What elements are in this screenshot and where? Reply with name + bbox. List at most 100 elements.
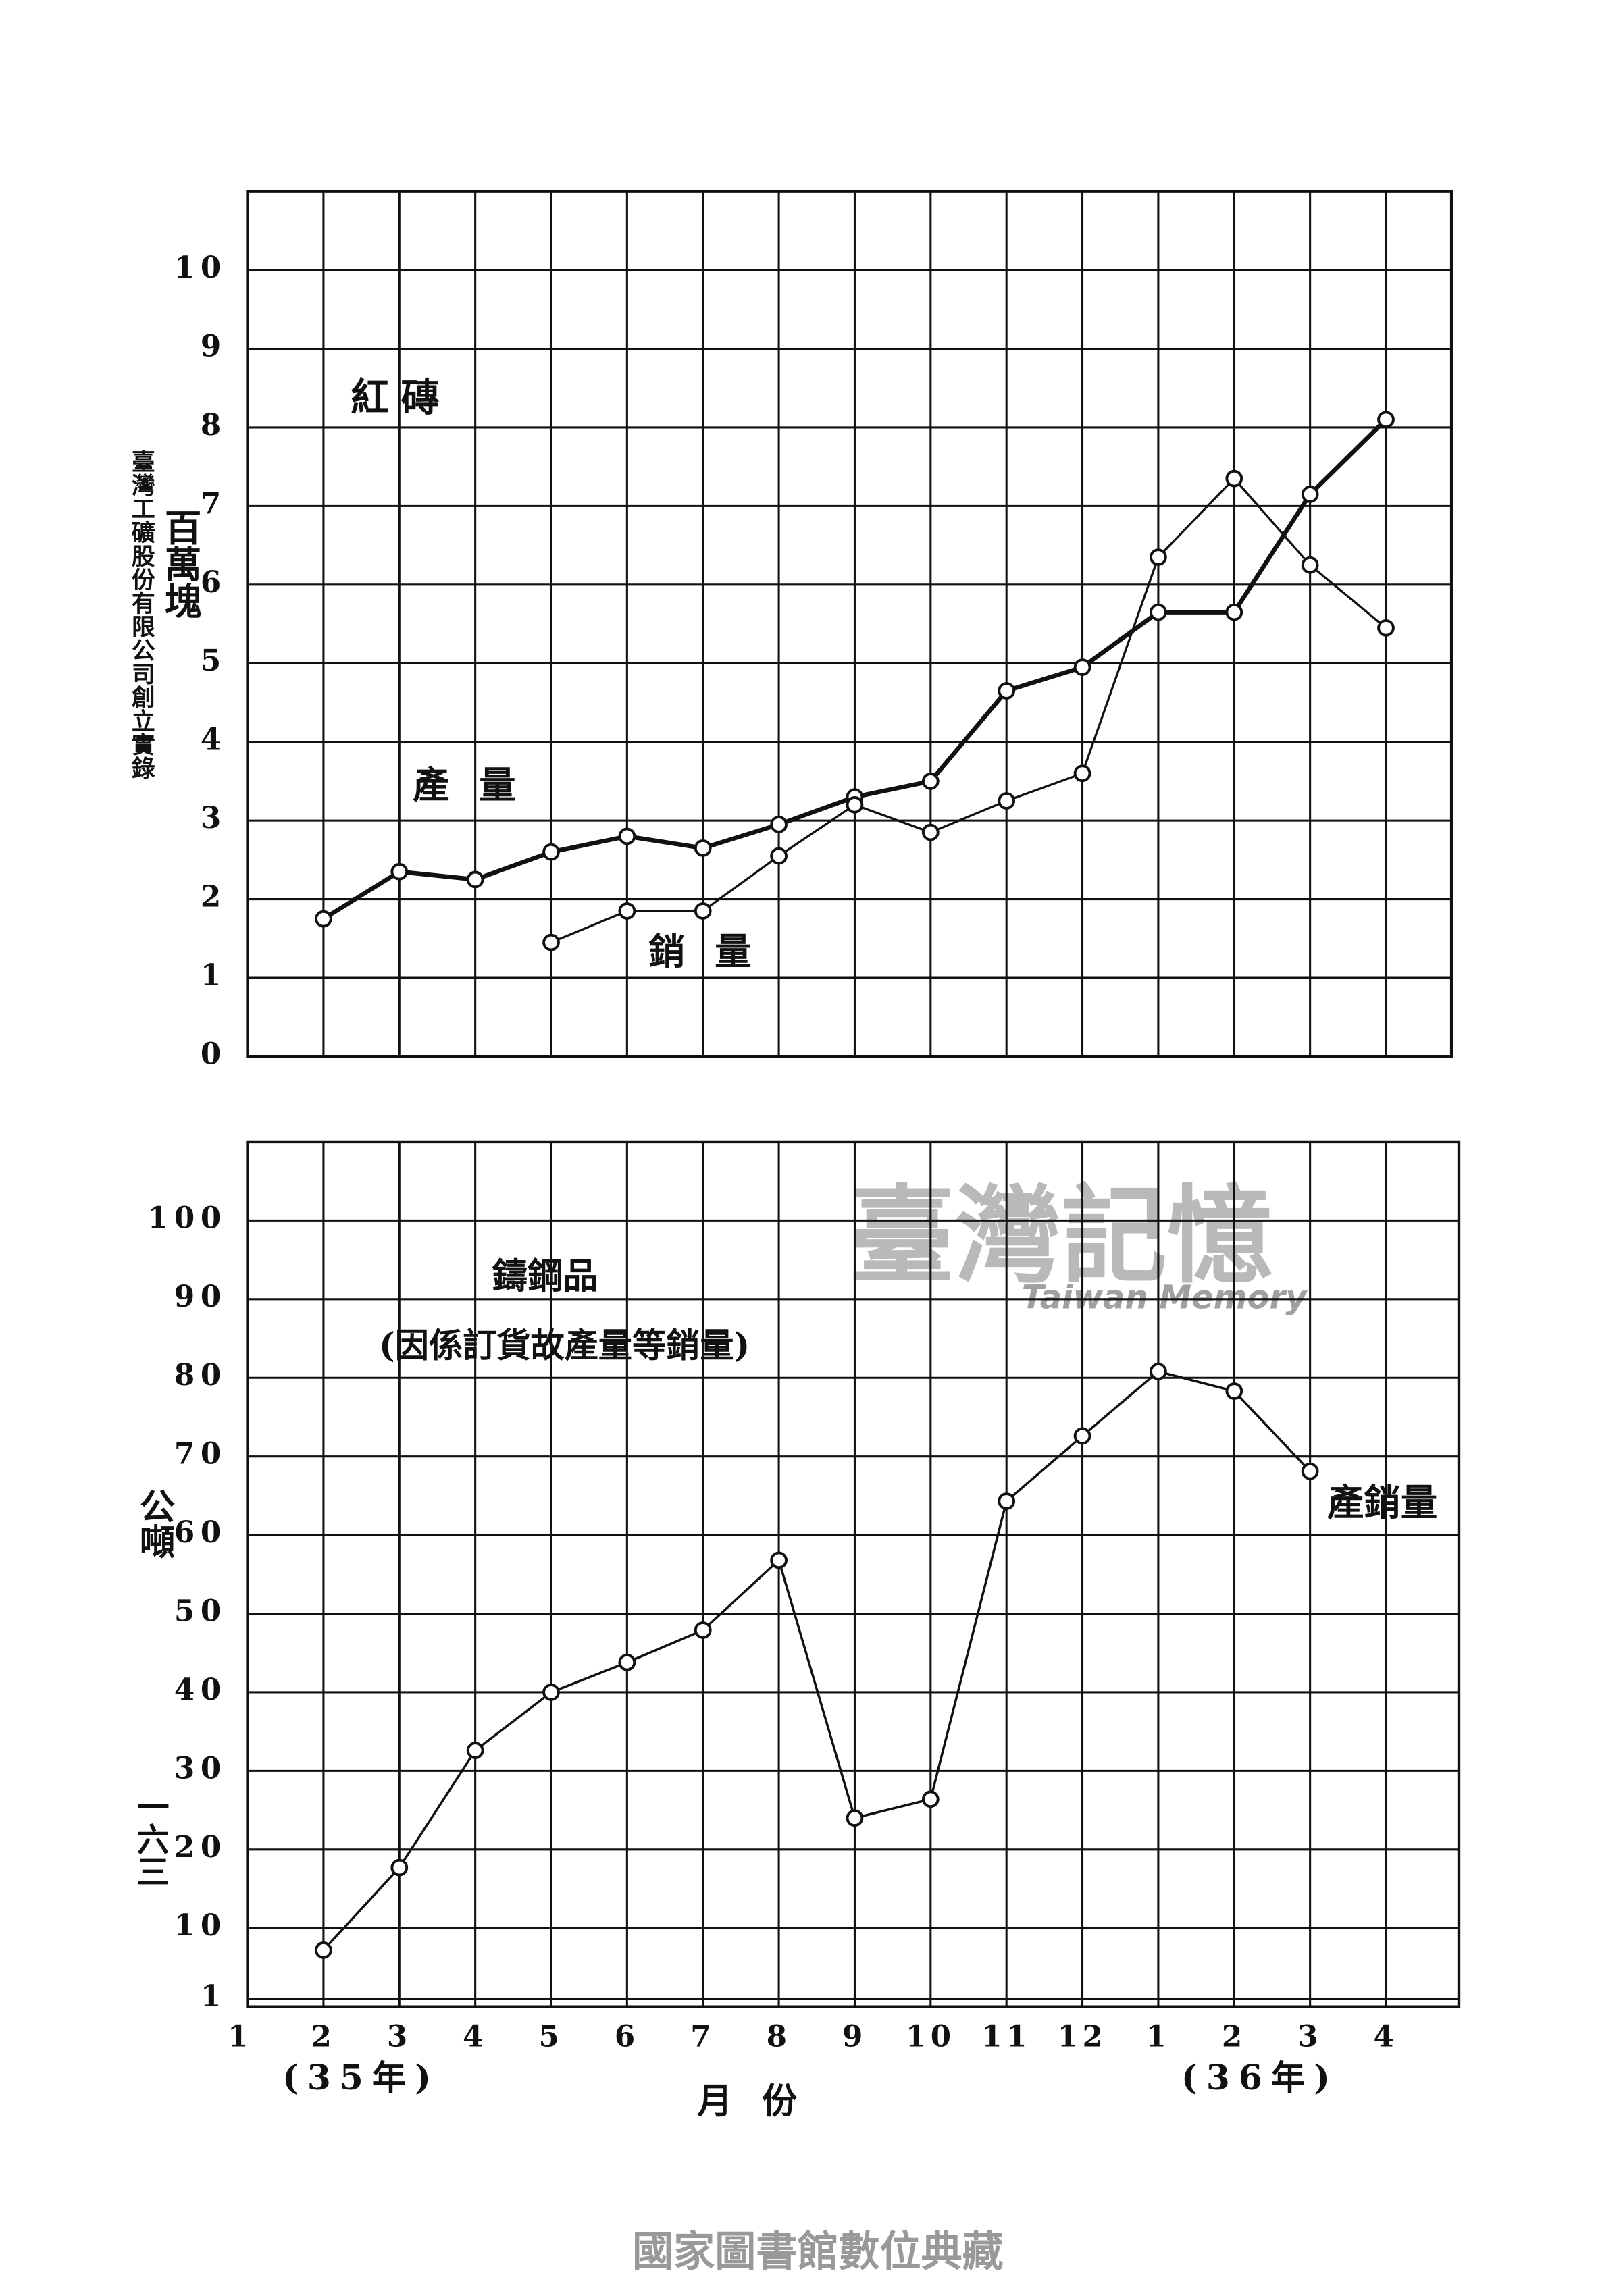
chart-title: 紅磚 <box>351 375 451 420</box>
y-tick-label: 3 <box>201 801 227 835</box>
data-point <box>1301 556 1319 574</box>
data-point <box>315 1941 332 1959</box>
data-point <box>1150 548 1167 566</box>
y-tick-label: 20 <box>174 1830 227 1864</box>
series-line <box>550 477 1387 944</box>
data-point <box>1377 411 1395 429</box>
data-point <box>1225 1382 1243 1400</box>
data-point <box>1150 603 1167 621</box>
data-point <box>1377 619 1395 637</box>
data-point <box>921 773 940 790</box>
data-point <box>1073 658 1091 676</box>
data-point <box>315 910 332 928</box>
data-point <box>542 1684 560 1701</box>
data-point <box>1225 603 1243 621</box>
x-tick-label: 1 <box>228 2020 253 2054</box>
x-tick-label: 7 <box>690 2020 715 2054</box>
data-point <box>1073 764 1091 783</box>
data-point <box>390 862 409 881</box>
data-point <box>618 902 636 920</box>
y-tick-label: 1 <box>201 1979 227 2014</box>
data-point <box>770 1551 788 1569</box>
year-label: (36年) <box>1181 2058 1339 2097</box>
y-tick-label: 7 <box>201 486 227 521</box>
data-point <box>1150 1363 1167 1380</box>
y-tick-label: 1 <box>201 958 227 993</box>
footer: 國家圖書館數位典藏 <box>632 2228 1004 2276</box>
data-point <box>770 847 788 865</box>
data-point <box>998 792 1016 810</box>
watermark: 臺灣記憶 <box>849 1174 1273 1299</box>
data-point <box>1073 1427 1091 1445</box>
x-tick-label: 8 <box>767 2020 792 2054</box>
data-point <box>390 1858 409 1877</box>
chart-subtitle: (因係訂貨故產量等銷量) <box>379 1325 750 1365</box>
y-tick-label: 100 <box>148 1201 227 1235</box>
data-point <box>618 1653 636 1671</box>
y-tick-label: 10 <box>174 1908 227 1943</box>
y-tick-label: 60 <box>174 1515 227 1550</box>
data-point <box>770 816 788 833</box>
data-point <box>618 827 636 845</box>
series-label: 銷量 <box>648 930 781 973</box>
chart-title: 鑄鋼品 <box>492 1255 598 1297</box>
data-point <box>694 1621 712 1639</box>
x-tick-label: 2 <box>311 2020 336 2054</box>
series-label: 產量 <box>413 763 545 806</box>
data-point <box>1225 469 1243 488</box>
x-tick-label: 11 <box>981 2020 1031 2054</box>
x-tick-label: 12 <box>1058 2020 1108 2054</box>
data-point <box>542 843 560 861</box>
y-tick-label: 6 <box>201 565 227 600</box>
y-tick-label: 2 <box>201 880 227 914</box>
data-point <box>466 1742 484 1759</box>
x-tick-label: 3 <box>1297 2020 1322 2054</box>
y-tick-label: 90 <box>174 1280 227 1314</box>
data-point <box>921 823 940 841</box>
page-number: 一六三 <box>131 1790 170 1887</box>
y-tick-label: 9 <box>201 330 227 364</box>
x-tick-label: 5 <box>539 2020 564 2054</box>
x-tick-label: 6 <box>615 2020 640 2054</box>
data-point <box>846 795 864 814</box>
watermark-subtitle: Taiwan Memory <box>1022 1278 1308 1316</box>
y-tick-label: 80 <box>174 1358 227 1392</box>
y-tick-label: 0 <box>201 1037 227 1071</box>
series-line <box>322 1370 1311 1952</box>
data-point <box>1301 486 1319 503</box>
x-tick-label: 1 <box>1146 2020 1170 2054</box>
x-tick-label: 4 <box>1374 2020 1399 2054</box>
data-point <box>846 1809 864 1827</box>
y-tick-label: 10 <box>174 251 227 285</box>
y-tick-label: 70 <box>174 1437 227 1471</box>
y-tick-label: 4 <box>201 723 227 757</box>
data-point <box>694 839 712 857</box>
data-point <box>1301 1462 1319 1480</box>
plot-frame <box>246 1140 1461 2008</box>
y-tick-label: 5 <box>201 644 227 678</box>
data-point <box>466 870 484 889</box>
data-point <box>998 682 1016 700</box>
x-tick-label: 2 <box>1222 2020 1247 2054</box>
y-tick-label: 40 <box>174 1673 227 1707</box>
year-label: (35年) <box>282 2058 440 2097</box>
x-tick-label: 9 <box>842 2020 867 2054</box>
data-point <box>694 902 712 920</box>
y-axis-label: 公噸 <box>134 1488 175 1559</box>
x-axis-label: 月份 <box>697 2081 827 2122</box>
data-point <box>998 1492 1016 1510</box>
side-text: 臺灣工礦股份有限公司創立實錄 <box>128 449 155 779</box>
y-tick-label: 30 <box>174 1751 227 1785</box>
data-point <box>921 1790 940 1808</box>
data-point <box>542 933 560 951</box>
x-tick-label: 3 <box>387 2020 412 2054</box>
series-label: 產銷量 <box>1327 1481 1438 1524</box>
y-tick-label: 50 <box>174 1594 227 1629</box>
x-tick-label: 10 <box>906 2020 956 2054</box>
y-axis-label: 百萬塊 <box>159 508 202 619</box>
x-tick-label: 4 <box>463 2020 488 2054</box>
y-tick-label: 8 <box>201 408 227 442</box>
